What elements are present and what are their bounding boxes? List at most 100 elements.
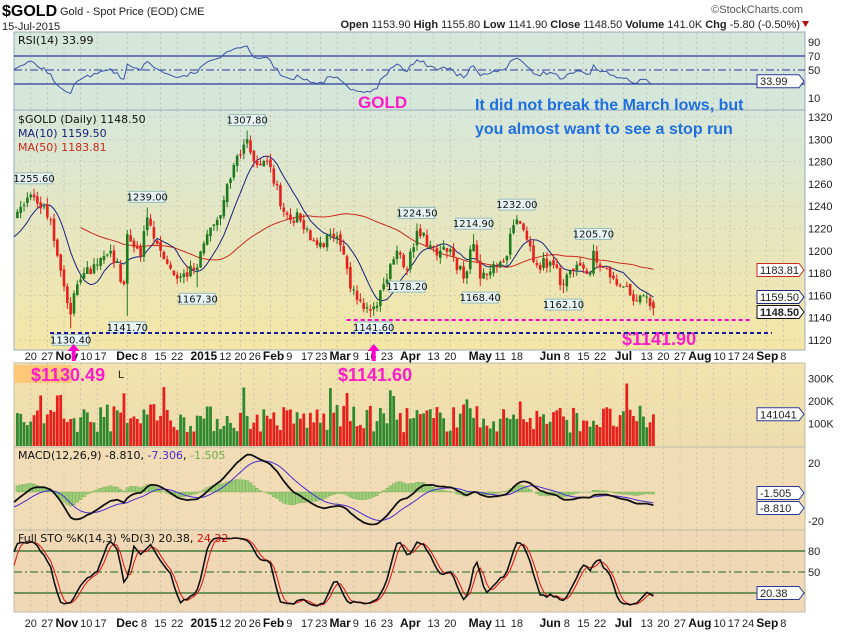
volume-bar: [159, 415, 162, 446]
macd-histogram-bar: [102, 486, 106, 493]
candle: [602, 266, 605, 269]
candle: [112, 245, 116, 268]
candle: [409, 248, 412, 273]
volume-bar: [648, 422, 652, 446]
volume-bar: [319, 422, 322, 446]
macd-histogram-bar: [69, 491, 73, 507]
candle-body: [305, 228, 309, 230]
date-axis-label: 24: [742, 618, 754, 630]
macd-histogram-bar: [402, 482, 406, 493]
candle-body: [302, 220, 306, 230]
macd-histogram-bar: [248, 482, 253, 493]
candle-body: [135, 246, 139, 249]
volume-bar: [425, 410, 429, 446]
macd-histogram-bar: [105, 486, 109, 493]
volume-bar: [432, 418, 436, 446]
date-axis-label: 11: [495, 618, 506, 630]
candle-body: [162, 251, 166, 260]
candle: [508, 227, 512, 260]
macd-histogram-bar: [368, 491, 372, 499]
chart-date: 15-Jul-2015: [2, 21, 60, 33]
volume-bar: [272, 412, 276, 446]
candle-body: [105, 254, 109, 256]
candle-body: [458, 265, 462, 270]
candle-body: [488, 271, 492, 276]
date-axis-label: Jun: [540, 349, 561, 363]
candle: [355, 285, 359, 305]
candle: [625, 281, 629, 287]
candle: [562, 279, 565, 294]
candle: [595, 245, 599, 269]
date-axis-label: 27: [41, 351, 53, 363]
volume-bar: [45, 414, 49, 446]
ma10-legend: MA(10) 1159.50: [18, 127, 107, 140]
candle: [209, 227, 212, 242]
candle-body: [122, 281, 126, 285]
volume-bar: [32, 415, 36, 446]
volume-bar: [265, 415, 269, 446]
date-axis-label: 10: [714, 618, 726, 630]
candle-body: [575, 264, 579, 271]
date-axis-label: 9: [286, 618, 292, 630]
price-label-box: [498, 198, 536, 211]
candle: [478, 254, 482, 287]
high-value: 1155.80: [441, 19, 480, 31]
date-axis-label: Jul: [615, 616, 632, 630]
volume-bar: [129, 418, 132, 446]
volume-bar: [279, 429, 282, 446]
macd-histogram-bar: [528, 489, 532, 493]
candle-body: [522, 223, 525, 231]
volume-bar: [468, 408, 472, 446]
volume-bar: [568, 432, 572, 446]
volume-bar: [189, 425, 192, 446]
date-axis-label: 13: [428, 351, 440, 363]
candle: [412, 243, 415, 258]
volume-bar: [645, 427, 649, 446]
volume-bar: [415, 410, 419, 446]
candle-body: [415, 230, 419, 246]
macd-histogram-bar: [292, 491, 296, 506]
volume-bar: [635, 421, 639, 446]
macd-histogram-bar: [82, 491, 86, 498]
candle-body: [562, 283, 565, 285]
candle: [458, 265, 462, 272]
macd-histogram-bar: [638, 491, 642, 496]
candle: [585, 267, 589, 275]
candle: [202, 241, 206, 256]
candle-body: [538, 264, 542, 270]
date-axis-label: May: [469, 616, 493, 630]
candle: [415, 223, 419, 251]
candle-body: [452, 247, 455, 257]
candle: [265, 155, 269, 166]
candle-body: [295, 212, 299, 223]
macd-histogram-bar: [645, 491, 649, 494]
candle: [19, 200, 23, 219]
volume-bar: [618, 415, 622, 446]
candle-body: [229, 178, 232, 184]
candle-body: [625, 285, 629, 287]
candle: [555, 258, 559, 270]
date-axis-label: Nov: [56, 616, 79, 630]
candle: [432, 245, 435, 253]
candle-body: [242, 144, 246, 154]
candle: [512, 219, 515, 235]
sto-value-tag: 20.38: [756, 586, 805, 600]
macd-histogram-bar: [225, 481, 229, 493]
candle-body: [532, 245, 535, 263]
candle-body: [445, 248, 449, 252]
macd-histogram-bar: [382, 490, 386, 493]
date-axis-label: Aug: [688, 349, 711, 363]
candle-body: [52, 218, 56, 241]
volume-bar: [219, 429, 222, 446]
price-axis-tick: 1160: [808, 290, 832, 302]
volume-bar: [335, 405, 339, 446]
high-label: High: [414, 19, 439, 31]
date-axis-label: Jun: [540, 616, 561, 630]
volume-bar: [452, 407, 456, 446]
volume-bar: [242, 387, 246, 446]
date-axis-label: 17: [728, 351, 740, 363]
volume-bar: [578, 431, 582, 446]
volume-bar: [462, 404, 465, 446]
volume-bar: [518, 401, 522, 446]
price-label-text: 1162.10: [543, 300, 584, 311]
